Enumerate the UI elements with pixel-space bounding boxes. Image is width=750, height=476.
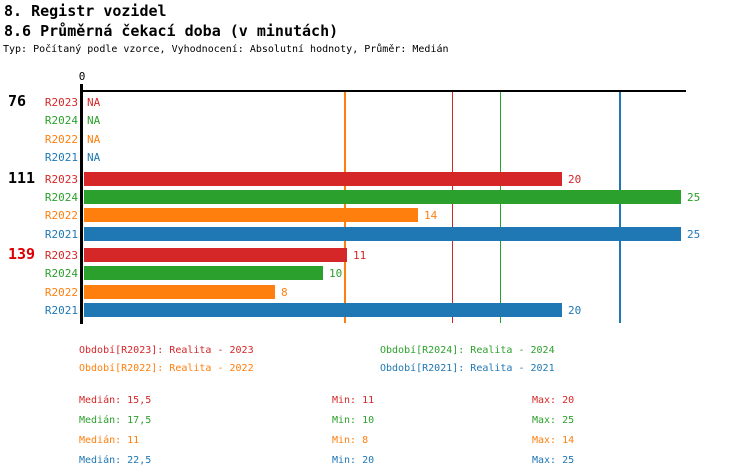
median-line-R2024 xyxy=(499,92,502,323)
row-label-76-R2021: R2021 xyxy=(44,151,78,165)
row-label-76-R2024: R2024 xyxy=(44,114,78,128)
legend-item-R2021: Období[R2021]: Realita - 2021 xyxy=(380,363,555,374)
legend-item-R2024: Období[R2024]: Realita - 2024 xyxy=(380,345,555,356)
stat-min-R2023: Min: 11 xyxy=(332,395,375,406)
stat-max-R2024: Max: 25 xyxy=(532,415,575,426)
bar-value-139-R2021: 20 xyxy=(568,304,582,318)
median-line-R2021 xyxy=(619,92,621,323)
stat-min-R2024: Min: 10 xyxy=(332,415,375,426)
bar-111-R2023 xyxy=(84,171,562,186)
stat-median-R2023: Medián: 15,5 xyxy=(79,395,152,406)
row-label-111-R2024: R2024 xyxy=(44,190,78,204)
legend-item-R2022: Období[R2022]: Realita - 2022 xyxy=(79,363,254,374)
bar-139-R2024 xyxy=(84,266,323,281)
bar-139-R2021 xyxy=(84,303,562,318)
group-label-76: 76 xyxy=(8,92,27,110)
bar-value-76-R2022: NA xyxy=(87,132,101,146)
bar-139-R2023 xyxy=(84,248,347,262)
stat-max-R2021: Max: 25 xyxy=(532,455,575,466)
bar-value-111-R2024: 25 xyxy=(687,190,701,204)
stat-min-R2021: Min: 20 xyxy=(332,455,375,466)
row-label-139-R2022: R2022 xyxy=(44,285,78,299)
bar-value-111-R2021: 25 xyxy=(687,227,701,241)
page-title-line2: 8.6 Průměrná čekací doba (v minutách) xyxy=(4,22,339,40)
bar-value-76-R2024: NA xyxy=(87,114,101,128)
bar-value-139-R2023: 11 xyxy=(353,249,367,262)
page-title-line1: 8. Registr vozidel xyxy=(4,2,167,20)
chart-subtitle: Typ: Počítaný podle vzorce, Vyhodnocení:… xyxy=(3,44,449,55)
stat-median-R2024: Medián: 17,5 xyxy=(79,415,152,426)
bar-111-R2022 xyxy=(84,208,418,223)
row-label-111-R2022: R2022 xyxy=(44,209,78,223)
bar-111-R2024 xyxy=(84,189,681,204)
bar-value-76-R2023: NA xyxy=(87,96,101,109)
bar-value-111-R2023: 20 xyxy=(568,172,582,186)
row-label-139-R2023: R2023 xyxy=(44,249,78,262)
stat-min-R2022: Min: 8 xyxy=(332,435,369,446)
stat-median-R2022: Medián: 11 xyxy=(79,435,140,446)
bar-value-76-R2021: NA xyxy=(87,151,101,165)
row-label-76-R2023: R2023 xyxy=(44,96,78,109)
bar-139-R2022 xyxy=(84,284,275,299)
stat-median-R2021: Medián: 22,5 xyxy=(79,455,152,466)
bar-value-111-R2022: 14 xyxy=(424,209,438,223)
stat-max-R2023: Max: 20 xyxy=(532,395,575,406)
row-label-111-R2023: R2023 xyxy=(44,172,78,186)
bar-value-139-R2022: 8 xyxy=(281,285,288,299)
median-line-R2023 xyxy=(451,92,454,323)
x-axis-line xyxy=(80,90,686,92)
value-axis-origin-label: 0 xyxy=(78,70,86,83)
group-label-111: 111 xyxy=(8,168,36,187)
stat-max-R2022: Max: 14 xyxy=(532,435,575,446)
row-label-76-R2022: R2022 xyxy=(44,132,78,146)
bar-value-139-R2024: 10 xyxy=(329,267,343,281)
legend-item-R2023: Období[R2023]: Realita - 2023 xyxy=(79,345,254,356)
row-label-139-R2024: R2024 xyxy=(44,267,78,281)
group-label-139: 139 xyxy=(8,245,36,263)
row-label-139-R2021: R2021 xyxy=(44,304,78,318)
bar-111-R2021 xyxy=(84,226,681,241)
y-axis-line xyxy=(80,84,83,324)
row-label-111-R2021: R2021 xyxy=(44,227,78,241)
median-line-R2022 xyxy=(344,92,346,323)
